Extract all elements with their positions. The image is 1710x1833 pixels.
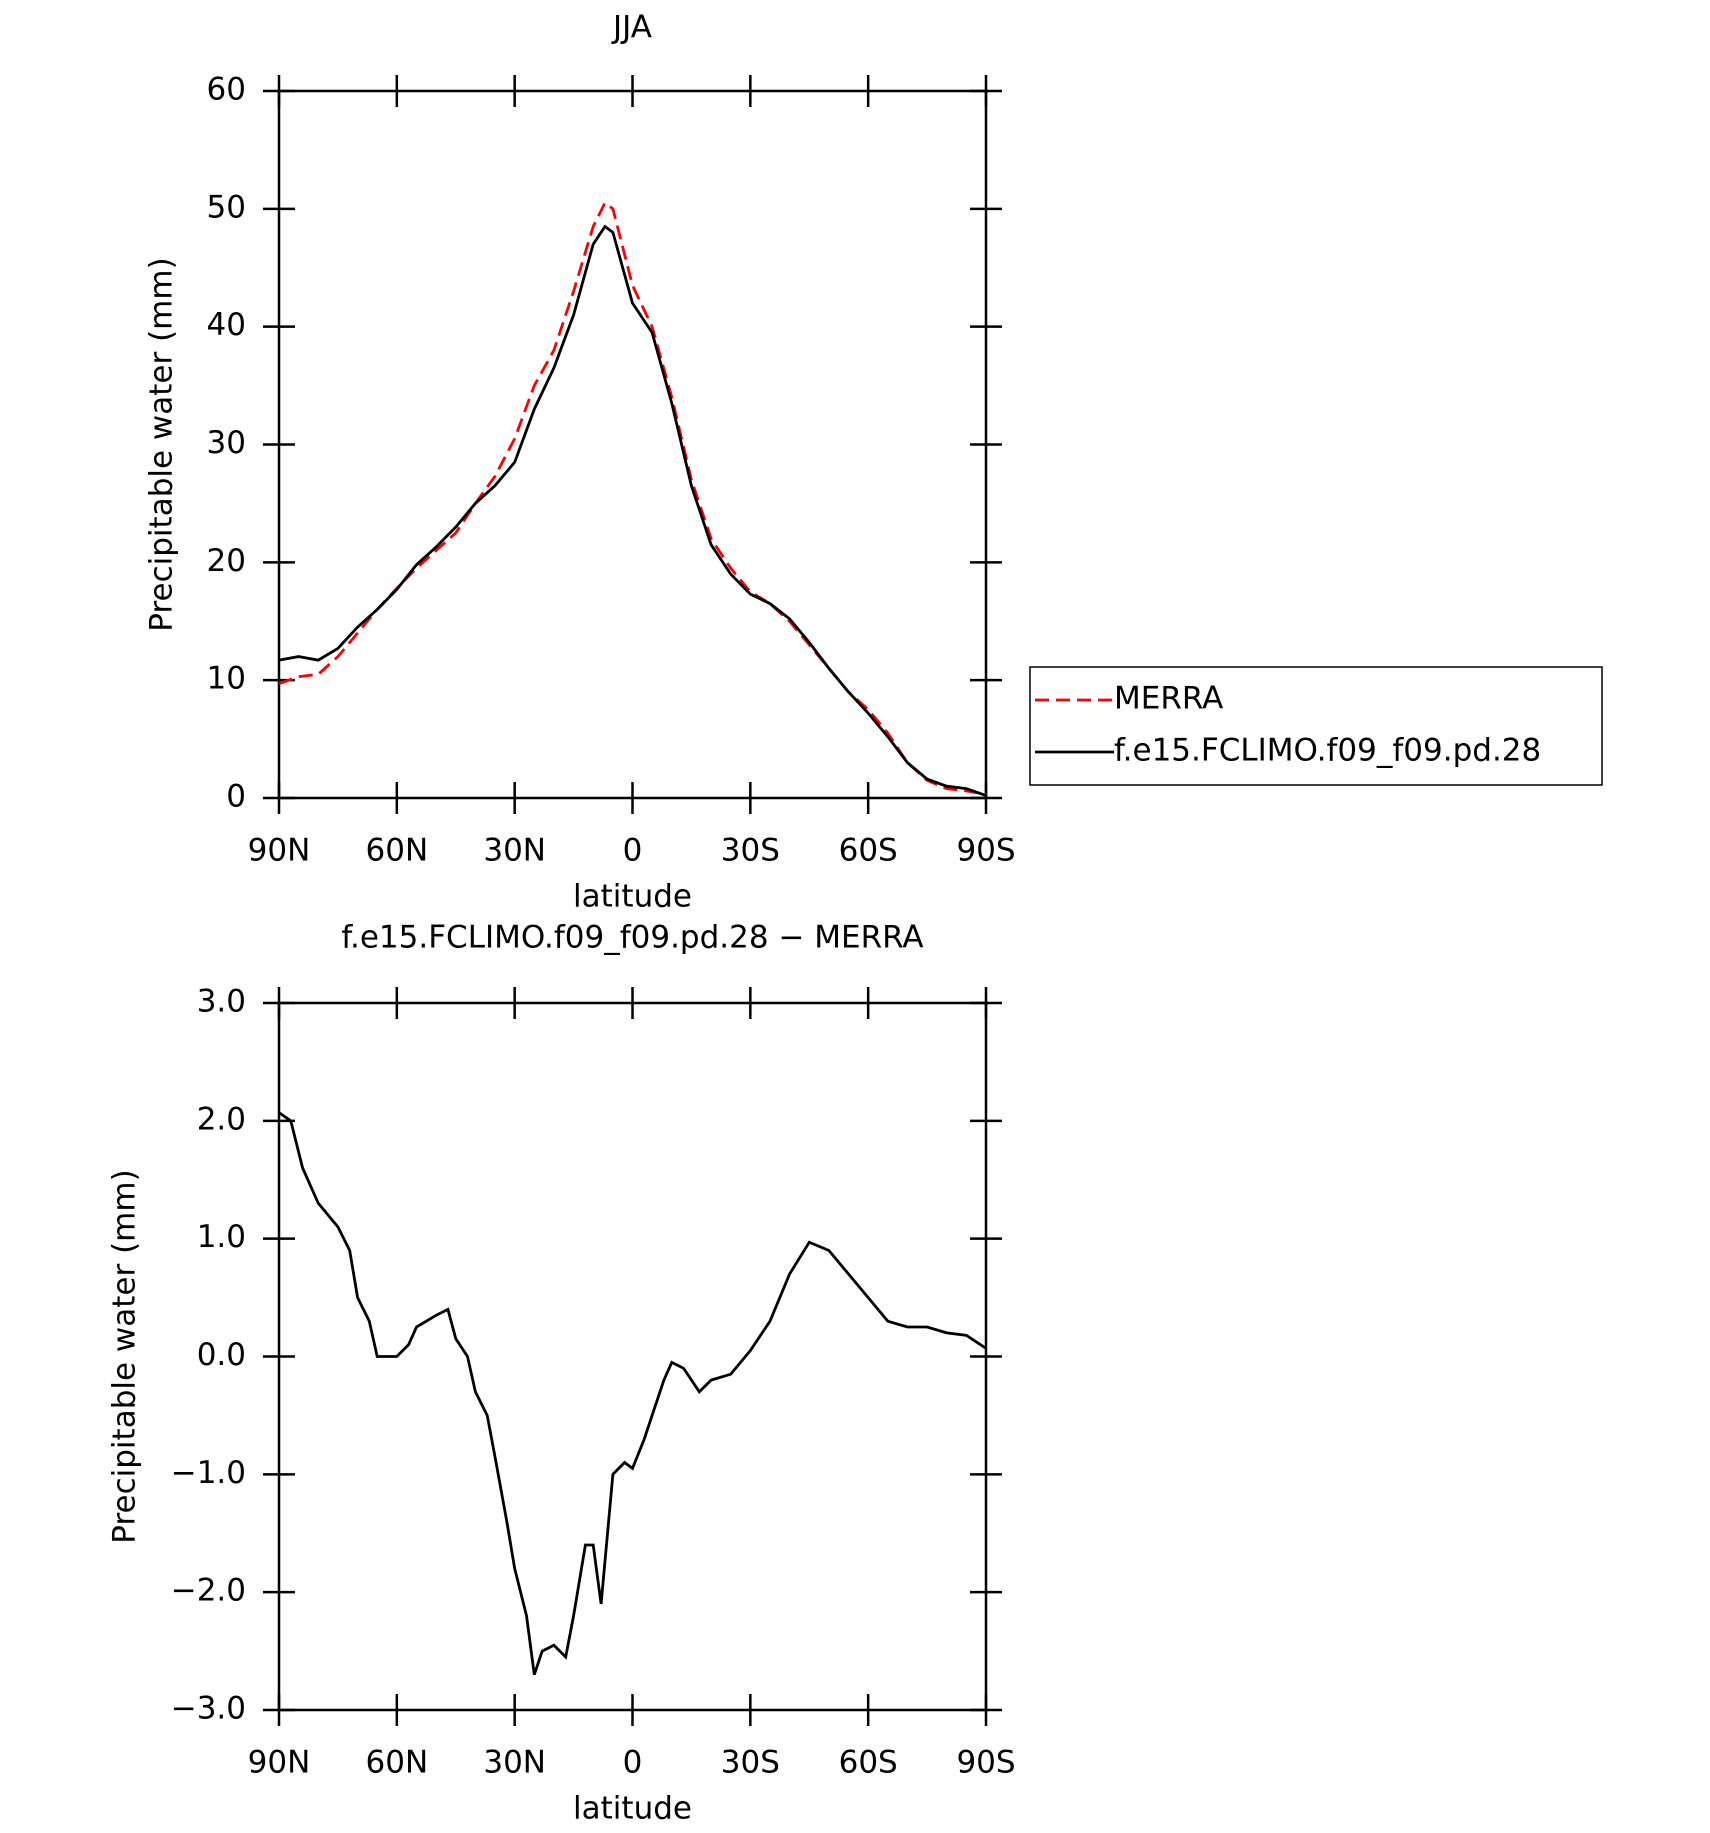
y-tick-label: 20 <box>207 543 246 579</box>
y-tick-label: 50 <box>207 189 246 225</box>
legend-label: f.e15.FCLIMO.f09_f09.pd.28 <box>1114 733 1541 769</box>
x-axis-label: latitude <box>573 879 692 915</box>
y-tick-label: 2.0 <box>197 1101 246 1137</box>
y-tick-label: 0 <box>226 779 246 815</box>
x-tick-label: 90S <box>956 833 1015 869</box>
legend-label: MERRA <box>1114 681 1223 717</box>
x-tick-label: 90S <box>956 1745 1015 1781</box>
x-tick-label: 60N <box>366 833 429 869</box>
y-axis-label: Precipitable water (mm) <box>107 1169 143 1543</box>
y-tick-label: −1.0 <box>171 1455 246 1491</box>
chart-title: JJA <box>611 10 652 46</box>
x-axis-label: latitude <box>573 1791 692 1827</box>
legend-box <box>1029 666 1603 786</box>
x-tick-label: 30N <box>483 833 546 869</box>
y-tick-label: 10 <box>207 661 246 697</box>
y-tick-label: 40 <box>207 307 246 343</box>
y-tick-label: 3.0 <box>197 984 246 1020</box>
series-line <box>278 200 987 796</box>
y-tick-label: 30 <box>207 425 246 461</box>
x-tick-label: 60N <box>366 1745 429 1781</box>
x-tick-label: 0 <box>623 833 643 869</box>
y-tick-label: 60 <box>207 72 246 108</box>
y-tick-label: −3.0 <box>171 1691 246 1727</box>
x-tick-label: 0 <box>623 1745 643 1781</box>
y-tick-label: −2.0 <box>171 1573 246 1609</box>
y-tick-label: 0.0 <box>197 1337 246 1373</box>
x-tick-label: 30S <box>721 1745 780 1781</box>
series-line <box>278 224 987 797</box>
chart-title: f.e15.FCLIMO.f09_f09.pd.28 − MERRA <box>341 920 923 956</box>
plot-frame <box>277 89 988 800</box>
x-tick-label: 90N <box>248 833 311 869</box>
y-axis-label: Precipitable water (mm) <box>144 257 180 631</box>
x-tick-label: 90N <box>248 1745 311 1781</box>
x-tick-label: 30N <box>483 1745 546 1781</box>
x-tick-label: 60S <box>839 833 898 869</box>
x-tick-label: 30S <box>721 833 780 869</box>
series-line <box>278 1111 987 1676</box>
y-tick-label: 1.0 <box>197 1219 246 1255</box>
x-tick-label: 60S <box>839 1745 898 1781</box>
